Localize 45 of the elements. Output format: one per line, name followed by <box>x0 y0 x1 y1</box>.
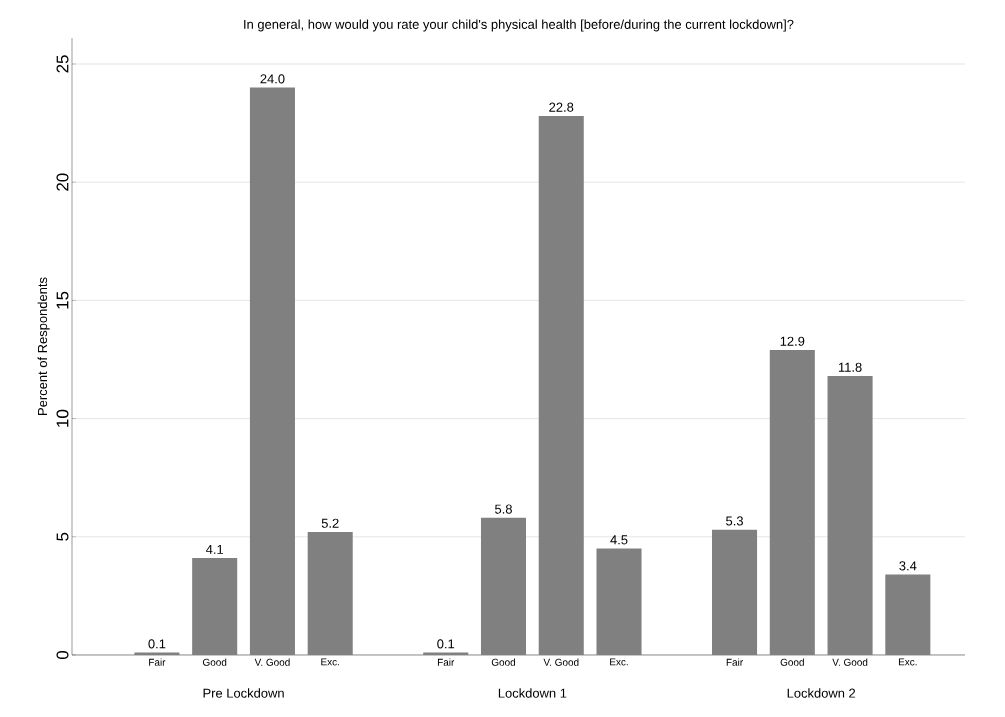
data-label: 5.2 <box>321 518 339 528</box>
x-tick-label: V. Good <box>543 658 579 666</box>
x-tick-label: Good <box>780 658 804 666</box>
y-tick-label: 0 <box>56 650 69 660</box>
data-label: 3.4 <box>899 561 917 571</box>
x-tick-label: Fair <box>726 658 743 666</box>
text: Pre Lockdown <box>203 688 284 698</box>
text: Lockdown 1 <box>498 688 567 698</box>
y-tick-label: 20 <box>56 173 69 191</box>
bar <box>307 532 353 655</box>
x-tick-label: Fair <box>149 658 166 666</box>
data-label: 0.1 <box>148 639 166 649</box>
y-tick-label: 25 <box>56 55 69 73</box>
text: Lockdown 2 <box>787 688 856 698</box>
chart-title: In general, how would you rate your child's physical health [before/during the current lockdown]? <box>244 19 794 32</box>
x-tick-label: Good <box>491 658 516 666</box>
data-label: 22.8 <box>549 102 574 112</box>
data-label: 4.1 <box>205 544 224 554</box>
y-tick-label: 15 <box>56 291 69 309</box>
data-label: 5.8 <box>495 504 512 514</box>
bar <box>769 350 815 655</box>
bar <box>480 517 527 655</box>
bar <box>538 116 584 655</box>
data-label: 24.0 <box>260 74 285 84</box>
bar <box>827 376 873 655</box>
x-tick-label: V. Good <box>254 658 290 666</box>
bar <box>885 574 931 655</box>
x-tick-label: Fair <box>437 658 455 666</box>
x-tick-label: Exc. <box>610 658 628 666</box>
x-tick-label: Good <box>203 658 227 666</box>
y-tick-label: 5 <box>56 532 69 541</box>
x-tick-label: Exc. <box>321 658 339 666</box>
bar <box>596 548 642 655</box>
data-label: 0.1 <box>437 639 455 649</box>
x-tick-label: Exc. <box>898 658 917 666</box>
data-label: 11.8 <box>838 362 862 372</box>
bar <box>249 87 295 655</box>
y-tick-label: 10 <box>56 409 69 427</box>
data-label: 5.3 <box>726 516 743 526</box>
data-label: 12.9 <box>780 336 805 346</box>
x-tick-label: V. Good <box>832 658 868 666</box>
bar <box>712 529 758 655</box>
bar <box>192 558 238 655</box>
data-label: 4.5 <box>610 535 628 545</box>
y-axis-title: Percent of Respondents <box>37 277 50 415</box>
